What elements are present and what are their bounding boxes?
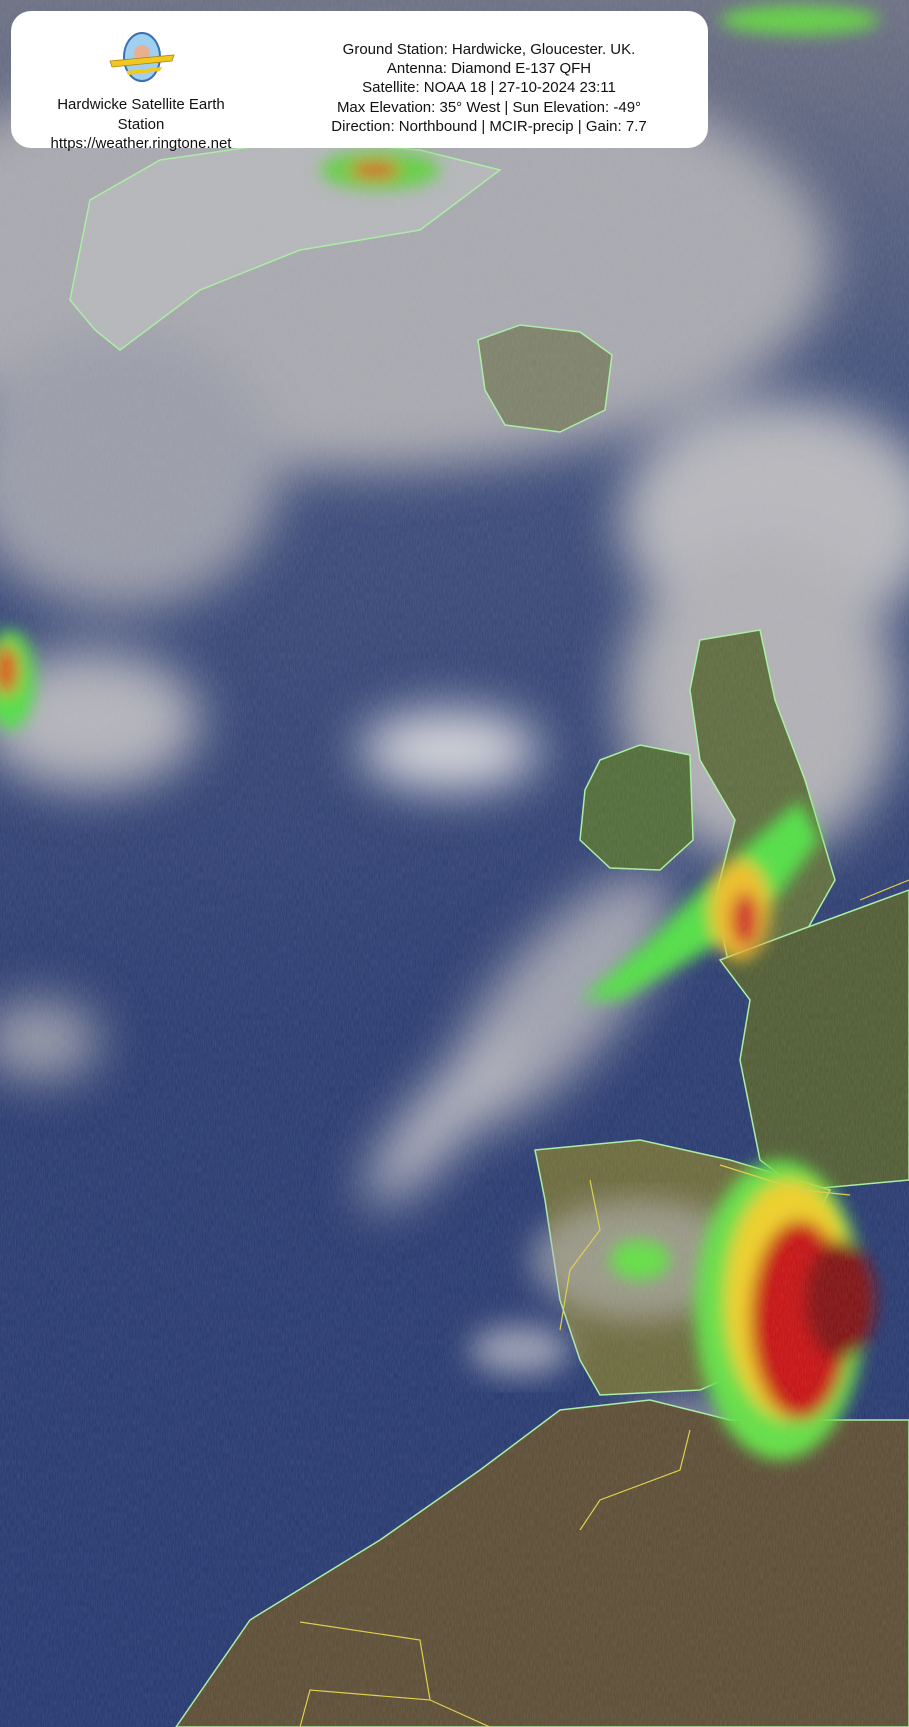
direction-text: Direction: Northbound | MCIR-precip | Ga…	[331, 117, 647, 135]
ground-station-text: Ground Station: Hardwicke, Gloucester. U…	[342, 41, 636, 58]
satellite-text: Satellite: NOAA 18 | 27-10-2024 23:11	[362, 79, 616, 97]
elevation-text: Max Elevation: 35° West | Sun Elevation:…	[336, 98, 642, 116]
station-name-line1: Hardwicke Satellite Earth	[57, 96, 225, 113]
station-details: Hardwicke Satellite Earth Station https:…	[31, 95, 251, 154]
pass-details: Ground Station: Hardwicke, Gloucester. U…	[271, 40, 707, 136]
station-url[interactable]: https://weather.ringtone.net	[50, 135, 232, 152]
antenna-text: Antenna: Diamond E-137 QFH	[386, 60, 592, 78]
station-name-line2: Station	[117, 115, 165, 133]
pass-info-panel: Hardwicke Satellite Earth Station https:…	[11, 11, 708, 152]
station-logo	[109, 32, 175, 82]
